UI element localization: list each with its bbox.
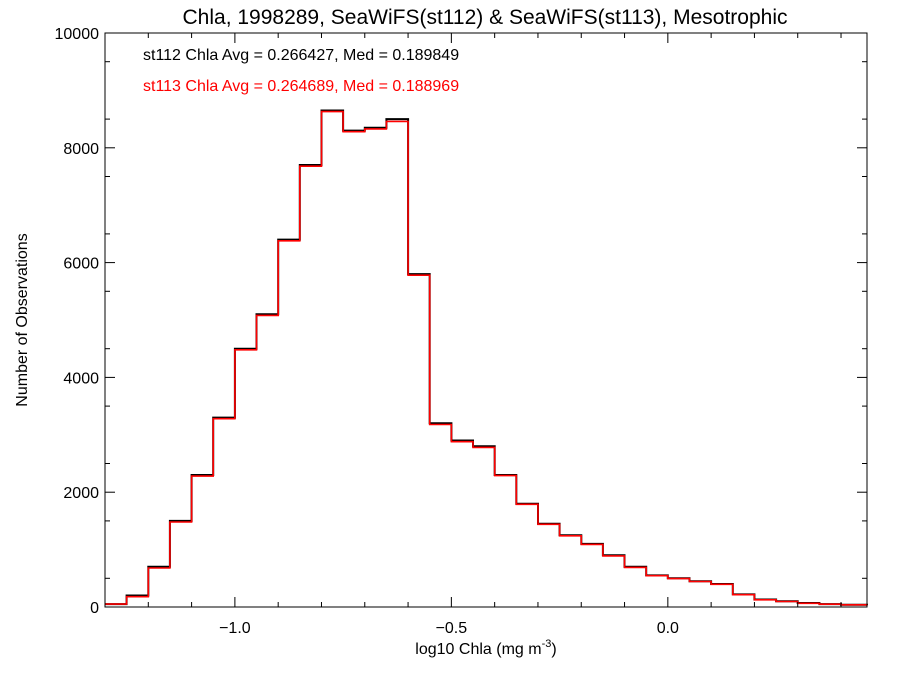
x-tick-label: −1.0 (219, 620, 251, 637)
y-tick-label: 2000 (63, 485, 99, 502)
plot-frame (104, 32, 868, 608)
x-axis-label-superscript: -3 (542, 638, 552, 650)
y-tick-label: 8000 (63, 141, 99, 158)
y-tick-label: 0 (90, 600, 99, 617)
y-tick-label: 6000 (63, 256, 99, 273)
annotation-st113: st113 Chla Avg = 0.264689, Med = 0.18896… (143, 78, 459, 95)
chart-title: Chla, 1998289, SeaWiFS(st112) & SeaWiFS(… (183, 6, 788, 29)
y-tick-label: 4000 (63, 370, 99, 387)
series-layer (105, 109, 868, 606)
y-tick-label: 10000 (55, 26, 100, 43)
x-axis-label: log10 Chla (mg m-3) (415, 638, 556, 658)
annotation-st112: st112 Chla Avg = 0.266427, Med = 0.18984… (143, 47, 459, 64)
series-line-2 (105, 110, 868, 606)
x-tick-label: 0.0 (657, 620, 679, 637)
y-axis-label: Number of Observations (14, 233, 31, 406)
ticks-layer: −1.0 −0.5 0.0 0 2000 4000 6000 8000 10000 (55, 26, 867, 637)
series-line-1 (105, 109, 868, 606)
x-axis-label-close: ) (551, 641, 556, 658)
x-tick-label: −0.5 (436, 620, 468, 637)
x-axis-label-text: log10 Chla (mg m (415, 641, 541, 658)
